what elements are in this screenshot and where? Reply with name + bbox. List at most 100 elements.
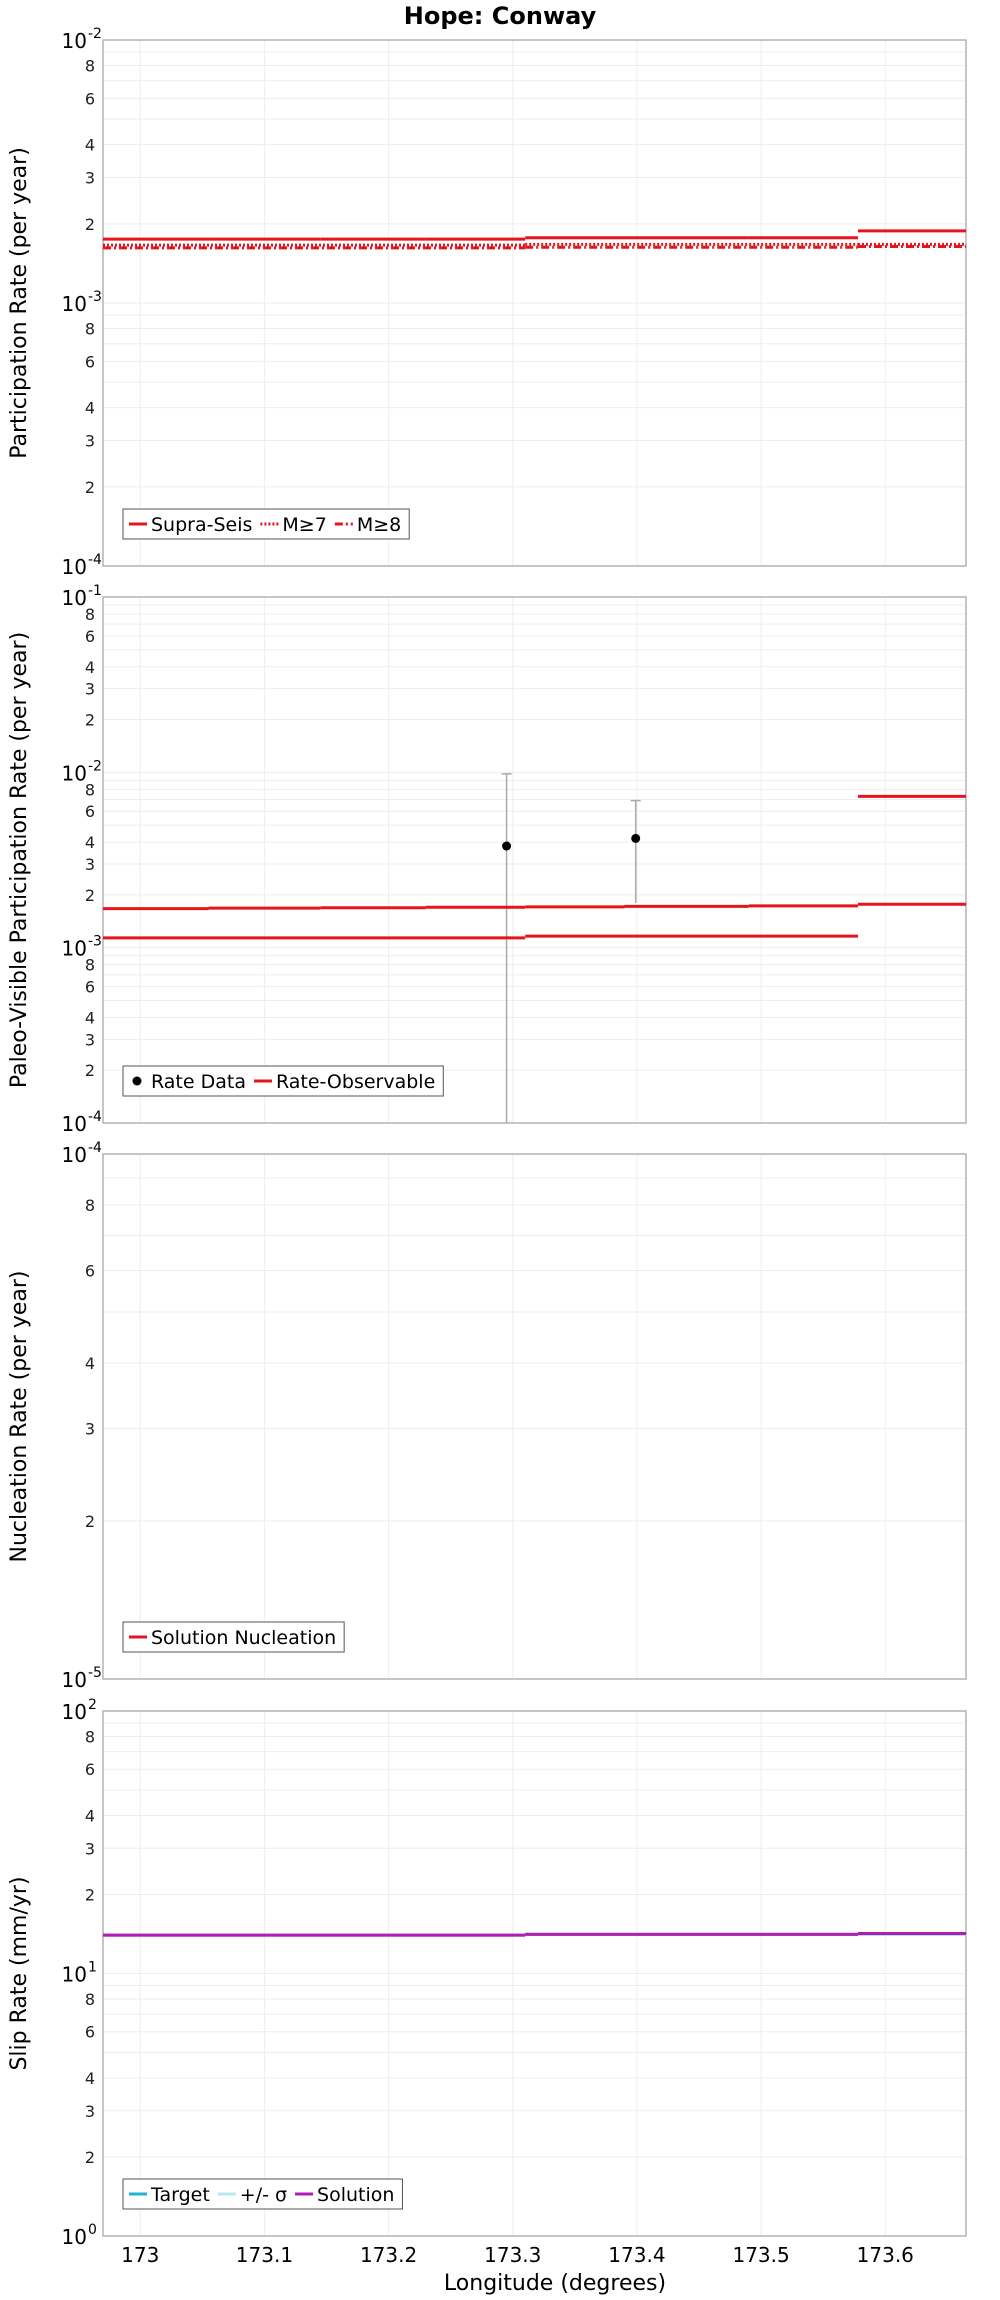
x-tick-label: 173.5 <box>732 2243 789 2267</box>
y-minor-tick-label: 3 <box>85 169 95 188</box>
legend-label: +/- σ <box>240 2184 287 2206</box>
y-minor-tick-label: 4 <box>85 1354 95 1373</box>
y-tick-exponent: -3 <box>88 934 102 950</box>
x-tick-label: 173.3 <box>484 2243 541 2267</box>
y-tick-label: 10 <box>62 2225 87 2249</box>
plot-frame <box>102 1710 967 2237</box>
y-tick-label: 10 <box>62 292 87 316</box>
series-Solution Nucleation <box>103 794 966 940</box>
y-tick-label: 10 <box>62 1963 87 1987</box>
y-minor-tick-label: 6 <box>85 2023 95 2042</box>
y-minor-tick-label: 8 <box>85 605 95 624</box>
legend: Target +/- σ Solution <box>122 2178 403 2210</box>
series-M≥7 <box>103 242 966 247</box>
y-minor-tick-label: 3 <box>85 855 95 874</box>
y-tick-exponent: -4 <box>88 552 102 568</box>
legend: Rate Data Rate-Observable <box>122 1065 444 1097</box>
y-minor-tick-label: 2 <box>85 1885 95 1904</box>
series-Rate Data <box>501 773 641 1123</box>
y-tick-exponent: -5 <box>88 1665 102 1681</box>
y-minor-tick-label: 6 <box>85 1760 95 1779</box>
y-tick-label: 10 <box>62 586 87 610</box>
x-tick-label: 173.4 <box>608 2243 665 2267</box>
y-tick-label: 10 <box>62 29 87 53</box>
legend-label: Rate-Observable <box>276 1071 435 1093</box>
y-tick-exponent: -1 <box>88 583 102 599</box>
grid <box>103 1154 966 1680</box>
y-tick-exponent: 1 <box>88 1960 97 1976</box>
y-minor-tick-label: 4 <box>85 2069 95 2088</box>
legend: Supra-Seis M≥7 M≥8 <box>122 508 410 540</box>
y-axis-label: Paleo-Visible Participation Rate (per ye… <box>7 632 32 1088</box>
x-tick-label: 173.2 <box>360 2243 417 2267</box>
y-minor-tick-label: 8 <box>85 956 95 975</box>
y-minor-tick-label: 2 <box>85 1512 95 1531</box>
x-tick-labels: 173 173.1 173.2 173.3 173.4 173.5 173.6 <box>121 2243 914 2267</box>
x-axis-label: Longitude (degrees) <box>444 2271 666 2296</box>
x-tick-label: 173.1 <box>236 2243 293 2267</box>
legend-label: M≥8 <box>357 514 401 536</box>
y-minor-tick-label: 2 <box>85 711 95 730</box>
y-minor-tick-label: 4 <box>85 658 95 677</box>
y-minor-tick-label: 3 <box>85 680 95 699</box>
y-minor-tick-label: 3 <box>85 1030 95 1049</box>
legend-label: Target <box>150 2184 210 2206</box>
legend-box <box>122 2178 403 2210</box>
y-minor-tick-label: 6 <box>85 627 95 646</box>
y-minor-tick-label: 4 <box>85 399 95 418</box>
legend-box <box>122 508 410 540</box>
data-point <box>631 833 641 843</box>
y-minor-tick-label: 3 <box>85 1420 95 1439</box>
series-Solution <box>103 1932 966 1937</box>
y-tick-exponent: 2 <box>88 1697 97 1713</box>
series-M≥8 <box>103 244 966 250</box>
legend-label: M≥7 <box>282 514 326 536</box>
y-tick-exponent: -4 <box>88 1140 102 1156</box>
y-minor-tick-label: 6 <box>85 978 95 997</box>
series-Rate-Observable <box>103 902 966 911</box>
legend-label: Solution <box>317 2184 394 2206</box>
plot-frame <box>102 39 967 567</box>
y-minor-tick-label: 3 <box>85 2102 95 2121</box>
legend: Solution Nucleation <box>122 1621 345 1653</box>
y-minor-tick-label: 2 <box>85 478 95 497</box>
y-minor-tick-label: 8 <box>85 56 95 75</box>
plot-frame <box>102 1153 967 1680</box>
legend-marker <box>132 1076 142 1086</box>
x-tick-label: 173 <box>121 2243 159 2267</box>
y-tick-exponent: -2 <box>88 758 102 774</box>
y-minor-tick-label: 2 <box>85 1061 95 1080</box>
grid <box>103 597 966 1124</box>
y-tick-label: 10 <box>62 937 87 961</box>
legend-label: Rate Data <box>151 1071 246 1093</box>
y-minor-tick-label: 6 <box>85 802 95 821</box>
legend-label: Solution Nucleation <box>151 1627 336 1649</box>
y-minor-tick-label: 6 <box>85 1261 95 1280</box>
y-tick-label: 10 <box>62 1700 87 1724</box>
legend-box <box>122 1065 444 1097</box>
y-tick-label: 10 <box>62 1112 87 1136</box>
y-axis-label: Slip Rate (mm/yr) <box>7 1876 32 2070</box>
y-minor-tick-label: 2 <box>85 215 95 234</box>
y-minor-tick-label: 8 <box>85 1990 95 2009</box>
y-minor-tick-label: 8 <box>85 1727 95 1746</box>
y-minor-tick-label: 8 <box>85 1196 95 1215</box>
legend-label: Supra-Seis <box>151 514 252 536</box>
y-minor-tick-label: 8 <box>85 780 95 799</box>
y-minor-tick-label: 2 <box>85 2148 95 2167</box>
grid <box>103 1711 966 2237</box>
y-axis-label: Nucleation Rate (per year) <box>7 1271 32 1563</box>
y-minor-tick-label: 6 <box>85 89 95 108</box>
x-tick-label: 173.6 <box>857 2243 914 2267</box>
legend-box <box>122 1621 345 1653</box>
y-tick-label: 10 <box>62 555 87 579</box>
